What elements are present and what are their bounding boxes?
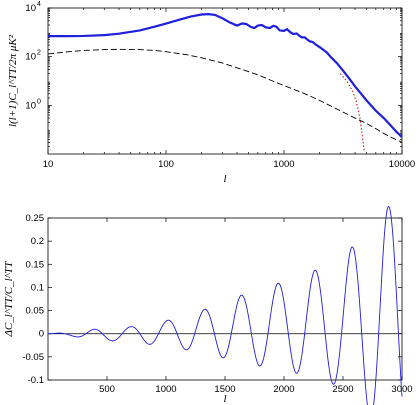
bottom-series-line-0	[47, 206, 403, 405]
top-y-tick-exponent: 0	[37, 98, 41, 105]
bottom-x-tick-label: 1000	[155, 384, 176, 395]
top-plot-frame	[47, 7, 403, 155]
top-x-axis-label: l	[223, 173, 226, 185]
top-x-tick-label: 100	[158, 159, 174, 170]
top-y-tick-label: 10	[25, 52, 36, 63]
bottom-y-tick-label: 0	[39, 329, 44, 340]
bottom-x-tick-label: 2000	[273, 384, 294, 395]
top-x-tick-label: 10000	[389, 159, 415, 170]
bottom-y-tick-label: 0.25	[26, 213, 45, 224]
bottom-y-tick-label: 0.05	[26, 306, 45, 317]
top-y-axis-label: l(l+1)C_l^TT/2π μK²	[7, 34, 19, 127]
top-series-line-0	[48, 13, 402, 138]
bottom-y-tick-label: 0.2	[31, 236, 44, 247]
bottom-y-tick-label: 0.15	[26, 259, 45, 270]
top-y-tick-label: 10	[25, 3, 36, 14]
bottom-x-tick-label: 500	[99, 384, 115, 395]
bottom-y-axis-label: ΔC_l^TT/C_l^TT	[3, 261, 15, 338]
top-y-tick-exponent: 2	[37, 50, 41, 57]
bottom-x-tick-label: 1500	[214, 384, 235, 395]
top-y-tick-exponent: 4	[37, 1, 41, 8]
bottom-y-tick-label: 0.1	[31, 282, 44, 293]
top-y-tick-label: 10	[25, 100, 36, 111]
top-x-tick-label: 10	[43, 159, 54, 170]
bottom-x-axis-label: l	[223, 393, 226, 405]
top-series-line-1	[48, 48, 402, 143]
bottom-y-tick-label: -0.1	[28, 375, 44, 386]
top-series-line-2	[339, 73, 365, 153]
bottom-relative-difference-plot: 500 1000 1500 2000 2500 3000 -0.1 -0.05 0 0.05 0.1…	[3, 206, 413, 405]
bottom-x-tick-label: 2500	[332, 384, 353, 395]
bottom-x-tick-label: 3000	[391, 384, 412, 395]
top-x-tick-label: 1000	[273, 159, 294, 170]
bottom-y-tick-label: -0.05	[22, 352, 44, 363]
